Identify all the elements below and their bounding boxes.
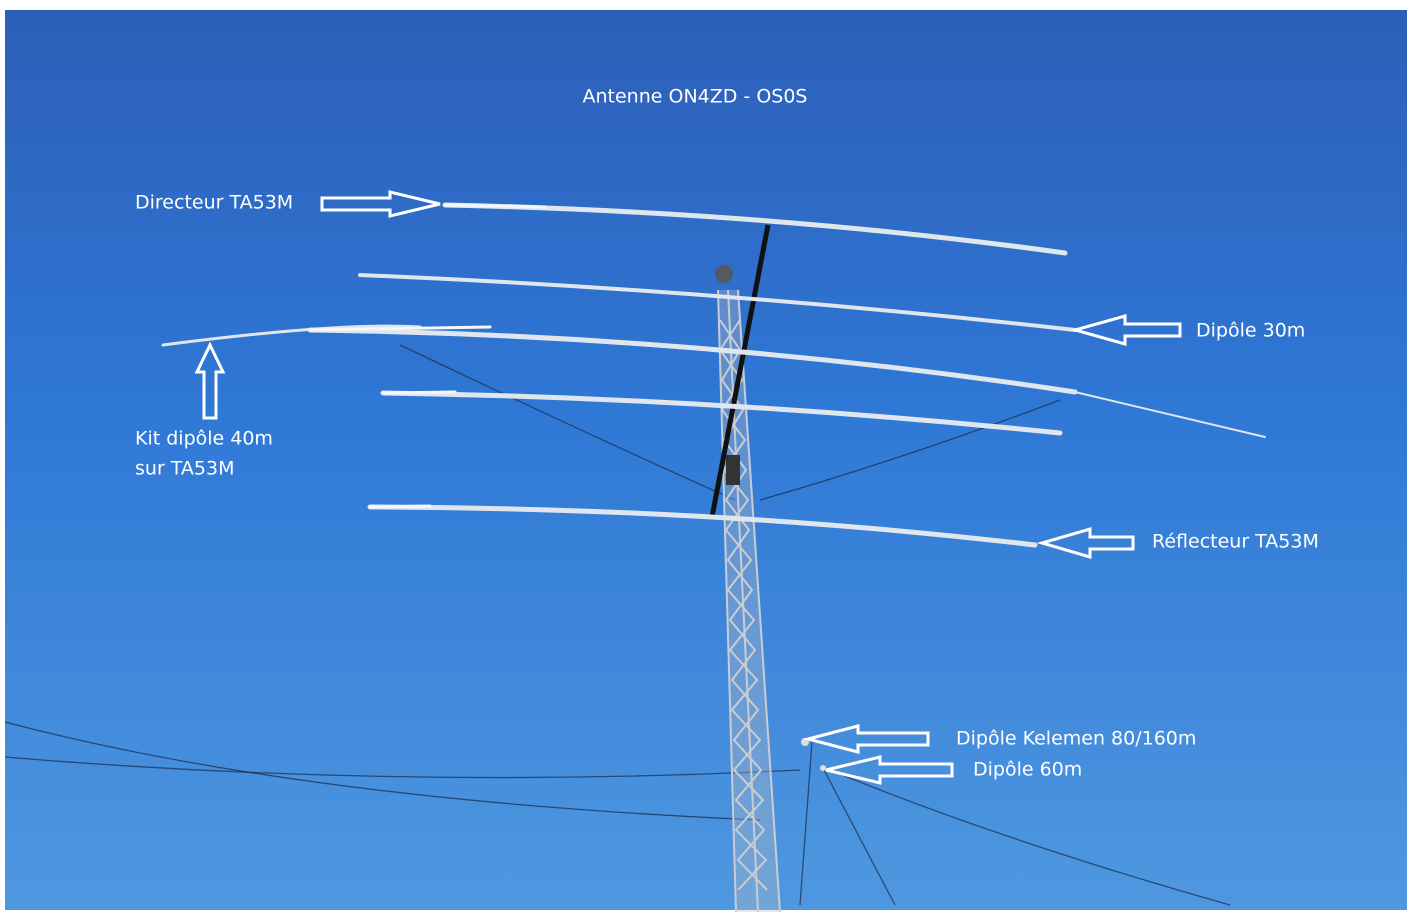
photo: Antenne ON4ZD - OS0S Directeur TA53M Dip… (0, 0, 1412, 912)
label-reflector: Réflecteur TA53M (1152, 531, 1319, 553)
title: Antenne ON4ZD - OS0S (583, 86, 808, 108)
label-kit-40m: Kit dipôle 40m (135, 428, 273, 450)
label-kelemen: Dipôle Kelemen 80/160m (956, 728, 1196, 750)
label-dipole-60m: Dipôle 60m (973, 759, 1082, 781)
sensor (715, 265, 733, 283)
rotator (726, 455, 740, 485)
page: Antenne {"title": "Antenne ON4ZD - OS0S"… (0, 0, 1412, 912)
label-dipole-30m: Dipôle 30m (1196, 320, 1305, 342)
body: Antenne ON4ZD - OS0S Directeur TA53M Dip… (0, 0, 1412, 912)
label-director: Directeur TA53M (135, 192, 293, 214)
label-kit-40m: sur TA53M (135, 458, 235, 480)
